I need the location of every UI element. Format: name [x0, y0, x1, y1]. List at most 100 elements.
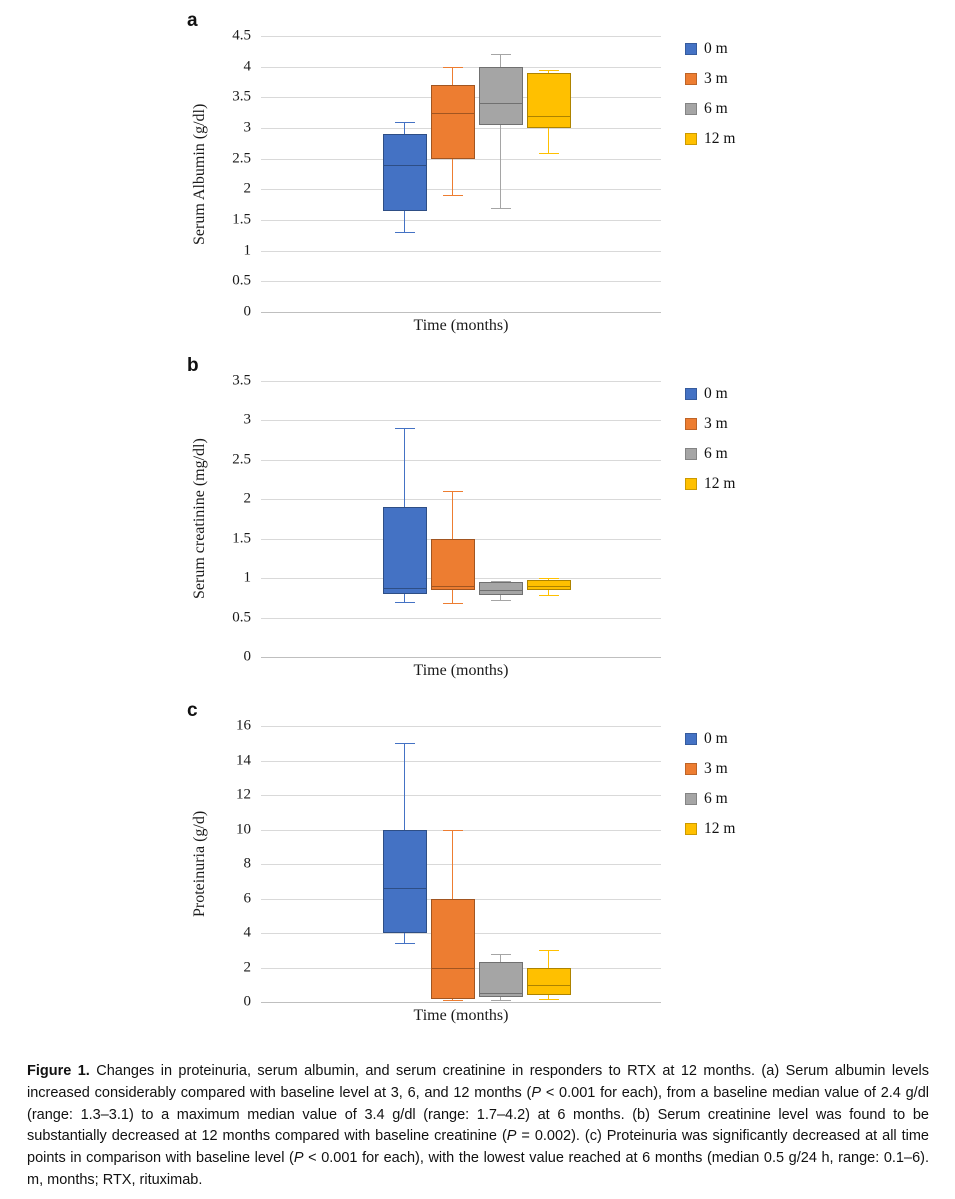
legend-swatch — [685, 733, 697, 745]
upper-whisker-cap — [491, 580, 511, 582]
upper-whisker-cap — [443, 66, 463, 68]
legend-swatch — [685, 103, 697, 115]
median-line — [479, 103, 523, 105]
gridline — [261, 499, 661, 501]
y-tick-label: 2 — [243, 959, 252, 975]
chart-panel-b: b Serum creatinine (mg/dl) 0 0.5 1 1.5 2 2.5 3 3.… — [185, 355, 955, 700]
gridline — [261, 795, 661, 796]
legend-swatch — [685, 73, 697, 85]
y-tick-label: 10 — [236, 821, 251, 837]
y-tick-label: 0 — [243, 303, 252, 320]
legend: 0 m 3 m 6 m 12 m — [685, 40, 735, 148]
lower-whisker — [548, 589, 550, 596]
lower-whisker-cap — [539, 998, 559, 1000]
plot-area — [261, 381, 661, 658]
box-12m — [527, 967, 571, 996]
y-tick-label: 12 — [236, 786, 251, 803]
y-axis-ticks: 0 0.5 1 1.5 2 2.5 3 3.5 4 4.5 — [185, 28, 252, 320]
lower-whisker — [404, 593, 406, 602]
panel-letter-b: b — [187, 355, 199, 376]
legend-swatch — [685, 133, 697, 145]
median-line — [527, 984, 571, 986]
box-0m — [383, 134, 427, 211]
gridline — [261, 158, 661, 160]
upper-whisker — [500, 54, 502, 67]
legend-swatch — [685, 418, 697, 430]
box-12m — [527, 72, 571, 128]
legend-label: 12 m — [704, 130, 736, 147]
gridline — [261, 281, 661, 283]
gridline — [261, 189, 661, 191]
y-tick-label: 2 — [243, 490, 252, 507]
upper-whisker-cap — [491, 953, 511, 955]
legend-label: 12 m — [704, 475, 736, 492]
legend-label: 6 m — [704, 790, 728, 807]
legend-item-3m: 3 m — [685, 70, 735, 88]
lower-whisker-cap — [491, 207, 511, 209]
median-line — [527, 586, 571, 588]
legend-item-6m: 6 m — [685, 790, 735, 808]
upper-whisker-cap — [395, 121, 415, 123]
caption-label: Figure 1. — [27, 1063, 90, 1079]
lower-whisker-cap — [395, 601, 415, 603]
upper-whisker-cap — [491, 54, 511, 56]
lower-whisker-cap — [491, 600, 511, 602]
gridline — [261, 36, 661, 37]
upper-whisker-cap — [443, 491, 463, 493]
legend-label: 3 m — [704, 70, 728, 87]
chart-panel-c: c Proteinuria (g/d) 0 2 4 6 8 10 12 14 16 Time (mon… — [185, 700, 955, 1045]
lower-whisker — [500, 996, 502, 1001]
caption-text: P — [506, 1128, 517, 1145]
box-0m — [383, 829, 427, 933]
median-line — [527, 115, 571, 117]
lower-whisker — [500, 595, 502, 601]
y-axis-ticks: 0 2 4 6 8 10 12 14 16 — [185, 718, 252, 1010]
lower-whisker — [452, 158, 454, 196]
upper-whisker — [404, 428, 406, 508]
lower-whisker — [404, 210, 406, 233]
upper-whisker — [548, 950, 550, 968]
gridline — [261, 864, 661, 865]
median-line — [431, 586, 475, 588]
lower-whisker-cap — [539, 152, 559, 154]
legend-swatch — [685, 388, 697, 400]
x-axis-line — [261, 1002, 661, 1003]
y-tick-label: 3.5 — [232, 88, 251, 105]
x-axis-title: Time (months) — [413, 1007, 509, 1024]
upper-whisker — [452, 829, 454, 899]
lower-whisker-cap — [443, 195, 463, 197]
legend-item-12m: 12 m — [685, 130, 735, 148]
x-axis-line — [261, 657, 661, 658]
legend-label: 0 m — [704, 730, 728, 747]
median-line — [431, 967, 475, 969]
upper-whisker — [452, 491, 454, 539]
median-line — [431, 112, 475, 114]
lower-whisker — [404, 933, 406, 944]
gridline — [261, 617, 661, 619]
y-tick-label: 0 — [243, 648, 252, 665]
lower-whisker-cap — [491, 1000, 511, 1002]
y-tick-label: 3 — [243, 119, 252, 136]
upper-whisker-cap — [539, 950, 559, 952]
gridline — [261, 420, 661, 422]
legend: 0 m 3 m 6 m 12 m — [685, 385, 735, 493]
legend-swatch — [685, 478, 697, 490]
legend-item-12m: 12 m — [685, 475, 735, 493]
upper-whisker — [404, 121, 406, 135]
box-3m — [431, 85, 475, 159]
median-line — [383, 588, 427, 590]
y-tick-label: 0.5 — [232, 272, 251, 289]
y-tick-label: 0 — [243, 993, 252, 1010]
gridline — [261, 459, 661, 461]
median-line — [479, 589, 523, 591]
gridline — [261, 760, 661, 762]
legend-swatch — [685, 448, 697, 460]
caption-text: = 0.002). (c) Proteinuria was significan… — [27, 1128, 929, 1166]
box-6m — [479, 582, 523, 596]
plot-area — [261, 726, 661, 1003]
lower-whisker-cap — [395, 943, 415, 945]
legend-swatch — [685, 763, 697, 775]
legend-swatch — [685, 823, 697, 835]
figure-caption: Figure 1. Changes in proteinuria, serum … — [27, 1061, 929, 1192]
y-tick-label: 6 — [243, 890, 252, 906]
